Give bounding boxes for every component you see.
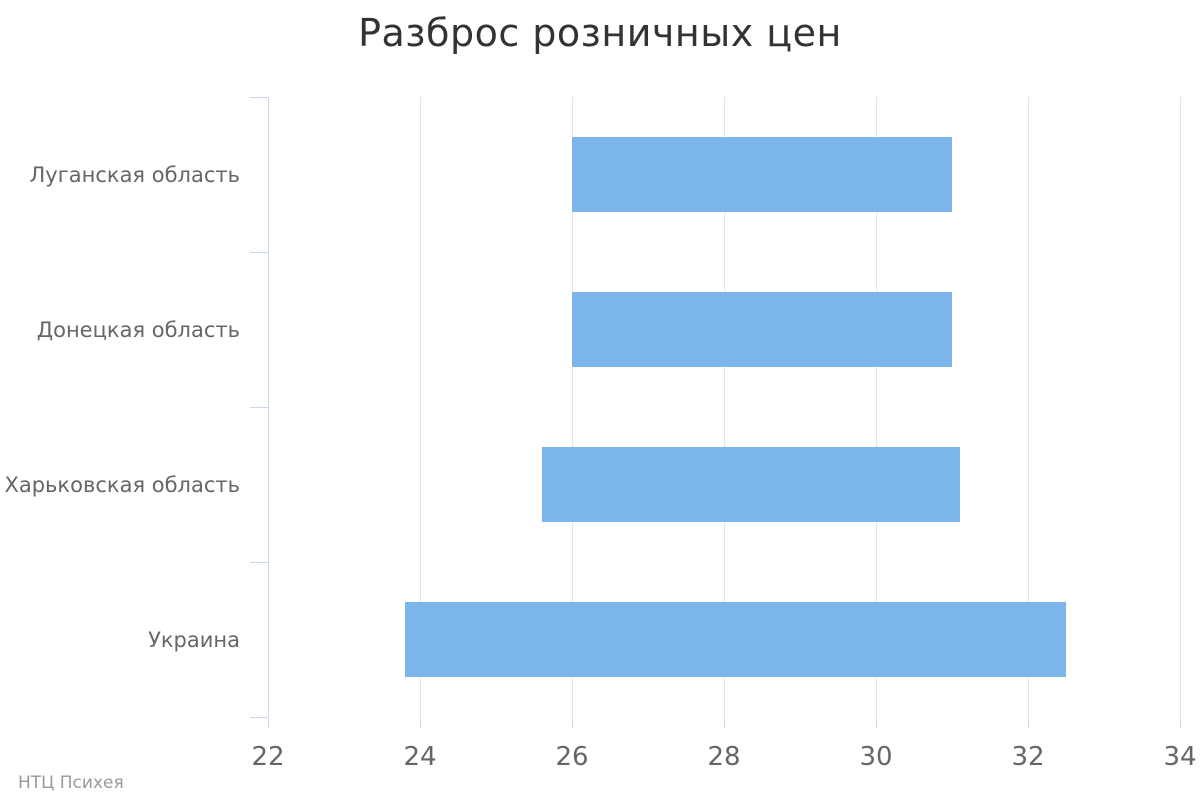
axis-tick-mark	[876, 718, 877, 728]
axis-tick-mark	[250, 717, 268, 718]
category-axis-line	[268, 97, 269, 717]
gridline	[420, 97, 421, 717]
axis-tick-mark	[724, 718, 725, 728]
category-label: Донецкая область	[36, 317, 240, 342]
gridline	[876, 97, 877, 717]
range-bar[interactable]	[404, 602, 1066, 677]
value-axis-label: 30	[859, 742, 893, 772]
gridline	[1180, 97, 1181, 717]
axis-tick-mark	[572, 718, 573, 728]
axis-tick-mark	[250, 252, 268, 253]
category-label: Харьковская область	[4, 472, 240, 497]
category-label: Луганская область	[29, 162, 240, 187]
gridline	[572, 97, 573, 717]
value-axis-label: 24	[403, 742, 437, 772]
value-axis-label: 22	[251, 742, 285, 772]
axis-tick-mark	[250, 407, 268, 408]
axis-tick-mark	[250, 97, 268, 98]
range-bar[interactable]	[572, 137, 952, 212]
value-axis-label: 28	[707, 742, 741, 772]
chart-title: Разброс розничных цен	[358, 11, 842, 55]
axis-tick-mark	[420, 718, 421, 728]
value-axis-label: 34	[1163, 742, 1197, 772]
gridline	[724, 97, 725, 717]
axis-tick-mark	[250, 562, 268, 563]
range-bar[interactable]	[572, 292, 952, 367]
value-axis-label: 26	[555, 742, 589, 772]
category-label: Украина	[148, 627, 240, 652]
range-bar[interactable]	[541, 447, 960, 522]
value-axis-label: 32	[1011, 742, 1045, 772]
axis-tick-mark	[268, 718, 269, 728]
axis-tick-mark	[1028, 718, 1029, 728]
gridline	[1028, 97, 1029, 717]
axis-tick-mark	[1180, 718, 1181, 728]
credit-label: НТЦ Психея	[18, 773, 124, 793]
